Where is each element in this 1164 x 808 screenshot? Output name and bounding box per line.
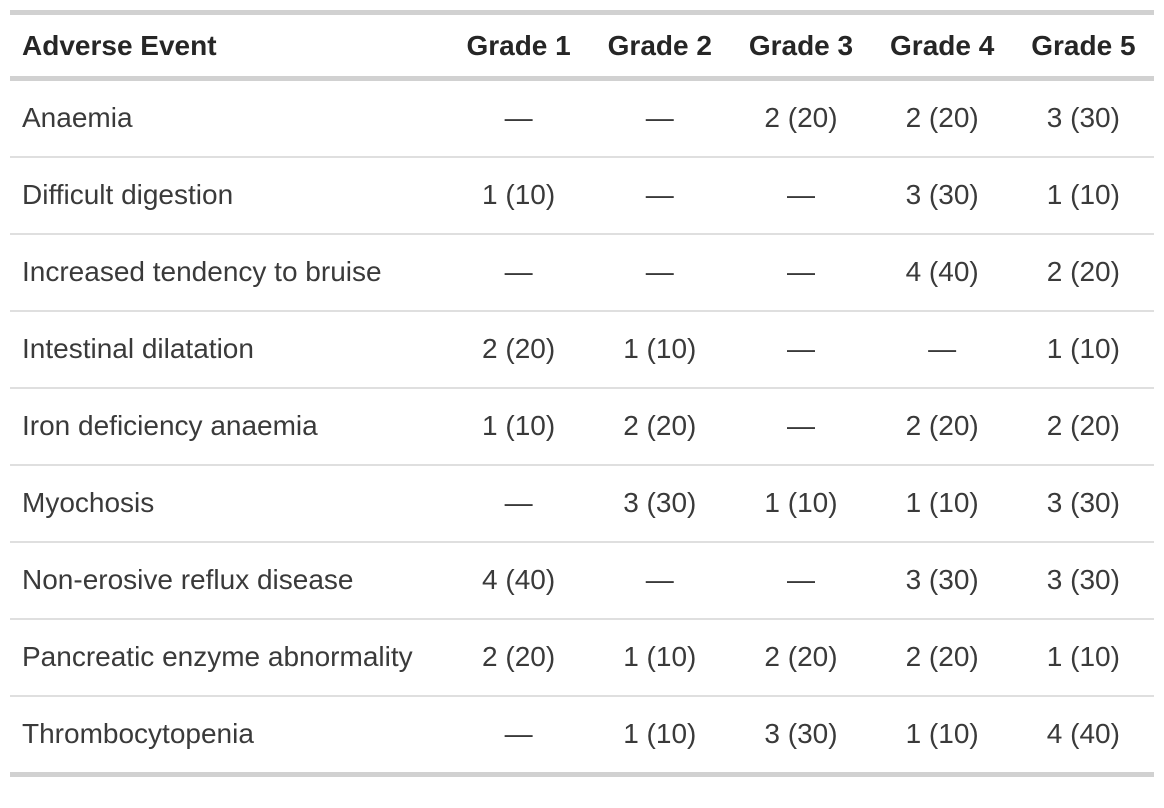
grade-4-cell: —: [871, 310, 1013, 388]
grade-3-cell: 2 (20): [730, 618, 872, 696]
adverse-event-cell: Myochosis: [10, 464, 448, 542]
grade-4-cell: 1 (10): [871, 695, 1013, 775]
grade-2-cell: 1 (10): [589, 695, 731, 775]
adverse-event-cell: Iron deficiency anaemia: [10, 387, 448, 465]
grade-1-cell: —: [448, 695, 590, 775]
grade-1-cell: —: [448, 464, 590, 542]
grade-5-cell: 3 (30): [1012, 464, 1154, 542]
grade-3-cell: —: [730, 310, 872, 388]
grade-5-cell: 2 (20): [1012, 387, 1154, 465]
grade-2-cell: 3 (30): [589, 464, 731, 542]
adverse-event-cell: Intestinal dilatation: [10, 310, 448, 388]
grade-3-cell: —: [730, 233, 872, 311]
column-header-grade-4: Grade 4: [871, 12, 1013, 81]
column-header-adverse-event: Adverse Event: [10, 12, 448, 81]
table-row: Increased tendency to bruise — — —4 (40) 2 (…: [10, 233, 1154, 311]
adverse-event-cell: Increased tendency to bruise: [10, 233, 448, 311]
grade-1-cell: —: [448, 233, 590, 311]
table-row: Thrombocytopenia —1 (10) 3 (30) 1 (10) 4 (40…: [10, 695, 1154, 775]
grade-5-cell: 1 (10): [1012, 618, 1154, 696]
table-header: Adverse Event Grade 1 Grade 2 Grade 3 Gr…: [10, 12, 1154, 81]
adverse-event-cell: Thrombocytopenia: [10, 695, 448, 775]
column-header-grade-3: Grade 3: [730, 12, 872, 81]
adverse-event-cell: Difficult digestion: [10, 156, 448, 234]
table-row: Non-erosive reflux disease 4 (40) — —3 (30)…: [10, 541, 1154, 619]
table-row: Difficult digestion 1 (10) — —3 (30) 1 (10): [10, 156, 1154, 234]
column-header-grade-1: Grade 1: [448, 12, 590, 81]
grade-5-cell: 3 (30): [1012, 541, 1154, 619]
header-row: Adverse Event Grade 1 Grade 2 Grade 3 Gr…: [10, 12, 1154, 81]
grade-3-cell: —: [730, 541, 872, 619]
grade-4-cell: 3 (30): [871, 156, 1013, 234]
grade-5-cell: 1 (10): [1012, 156, 1154, 234]
grade-4-cell: 2 (20): [871, 387, 1013, 465]
grade-2-cell: —: [589, 541, 731, 619]
table-row: Iron deficiency anaemia 1 (10) 2 (20) —2 (2…: [10, 387, 1154, 465]
grade-2-cell: —: [645, 102, 674, 133]
grade-5-cell: 3 (30): [1046, 102, 1120, 133]
column-header-grade-2: Grade 2: [589, 12, 731, 81]
adverse-event-cell: Anaemia: [22, 102, 133, 133]
grade-4-cell: 1 (10): [871, 464, 1013, 542]
grade-3-cell: —: [730, 156, 872, 234]
grade-4-cell: 3 (30): [871, 541, 1013, 619]
grade-3-cell: 3 (30): [730, 695, 872, 775]
grade-3-cell: —: [730, 387, 872, 465]
adverse-event-cell: Non-erosive reflux disease: [10, 541, 448, 619]
adverse-event-cell: Pancreatic enzyme abnormality: [10, 618, 448, 696]
grade-2-cell: —: [589, 233, 731, 311]
grade-5-cell: 2 (20): [1012, 233, 1154, 311]
adverse-events-table: Adverse Event Grade 1 Grade 2 Grade 3 Gr…: [10, 10, 1154, 777]
grade-5-cell: 4 (40): [1012, 695, 1154, 775]
grade-3-cell: 2 (20): [764, 102, 838, 133]
table-row: Intestinal dilatation 2 (20) 1 (10) — —1 (10…: [10, 310, 1154, 388]
grade-1-cell: —: [504, 102, 533, 133]
table-row: Myochosis —3 (30) 1 (10) 1 (10) 3 (30): [10, 464, 1154, 542]
grade-5-cell: 1 (10): [1012, 310, 1154, 388]
grade-4-cell: 2 (20): [905, 102, 979, 133]
column-header-grade-5: Grade 5: [1012, 12, 1154, 81]
grade-4-cell: 2 (20): [871, 618, 1013, 696]
table-row: Anaemia — — 2 (20) 2 (20) 3 (30): [10, 79, 1154, 158]
grade-1-cell: 4 (40): [448, 541, 590, 619]
grade-2-cell: 1 (10): [589, 310, 731, 388]
grade-1-cell: 2 (20): [448, 618, 590, 696]
grade-3-cell: 1 (10): [730, 464, 872, 542]
grade-1-cell: 2 (20): [448, 310, 590, 388]
grade-1-cell: 1 (10): [448, 156, 590, 234]
grade-2-cell: 2 (20): [589, 387, 731, 465]
grade-2-cell: —: [589, 156, 731, 234]
grade-4-cell: 4 (40): [871, 233, 1013, 311]
grade-2-cell: 1 (10): [589, 618, 731, 696]
table-row: Pancreatic enzyme abnormality 2 (20) 1 (10…: [10, 618, 1154, 696]
adverse-events-table-container: Adverse Event Grade 1 Grade 2 Grade 3 Gr…: [10, 10, 1154, 777]
grade-1-cell: 1 (10): [448, 387, 590, 465]
table-body: Anaemia — —2 (20) 2 (20) 3 (30) Difficult dig…: [10, 79, 1154, 775]
